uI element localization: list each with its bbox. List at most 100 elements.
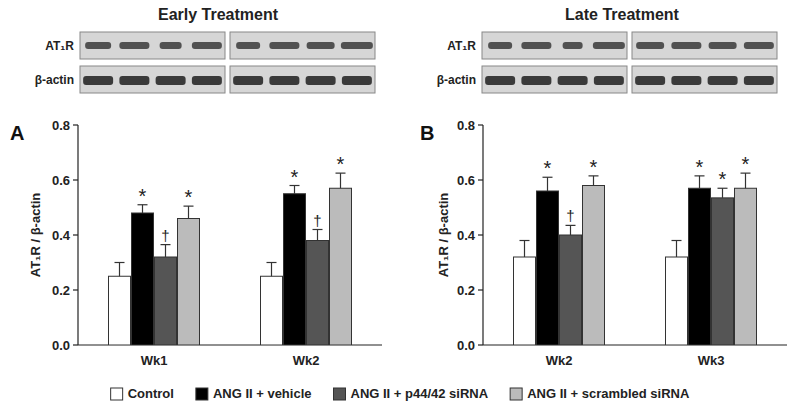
blot-label: β-actin — [35, 73, 74, 87]
blot-band — [85, 42, 111, 49]
bar — [712, 198, 734, 345]
plot-marks — [109, 173, 352, 345]
y-tick — [478, 344, 483, 345]
blot-band — [593, 42, 625, 49]
panel-letter: A — [10, 122, 24, 144]
y-tick-label: 0.2 — [457, 283, 475, 298]
y-tick — [73, 179, 78, 180]
bar — [583, 186, 605, 346]
blot-band — [307, 42, 335, 49]
y-tick-label: 0.6 — [52, 173, 70, 188]
bar — [155, 257, 177, 345]
blot-band — [709, 42, 737, 49]
blot-band — [488, 42, 512, 49]
blot-band — [671, 42, 701, 49]
blot-band — [671, 76, 701, 85]
blot-label: AT₁R — [447, 39, 476, 53]
bar — [261, 276, 283, 345]
bar — [109, 276, 131, 345]
blot-band — [635, 76, 665, 85]
blot-band — [744, 76, 774, 85]
error-line — [340, 173, 341, 188]
error-line — [271, 263, 272, 277]
y-tick-label: 0.0 — [457, 338, 475, 353]
blot-band — [192, 76, 222, 85]
error-line — [570, 225, 571, 235]
blot-band — [521, 76, 551, 85]
panel-letter: B — [420, 122, 434, 144]
blot-band — [83, 76, 113, 85]
error-line — [317, 230, 318, 241]
legend-label: ANG II + vehicle — [213, 386, 312, 401]
blot-label: AT₁R — [45, 39, 74, 53]
blot-band — [558, 76, 588, 85]
blot-band — [269, 42, 299, 49]
blot-title: Late Treatment — [565, 6, 679, 23]
error-line — [119, 263, 120, 277]
legend-swatch — [196, 388, 208, 400]
error-line — [165, 245, 166, 257]
significance-mark: * — [696, 156, 704, 178]
y-tick — [73, 124, 78, 125]
blot-band — [594, 76, 624, 85]
blot-panel — [80, 66, 225, 93]
y-tick-label: 0.0 — [52, 338, 70, 353]
error-cap — [115, 262, 125, 263]
significance-mark: † — [313, 212, 321, 229]
error-bar — [313, 230, 323, 241]
blot-band — [192, 42, 222, 49]
blot-band — [306, 76, 336, 85]
bar — [735, 188, 757, 345]
y-tick-label: 0.6 — [457, 173, 475, 188]
x-tick-label: Wk1 — [141, 353, 168, 368]
error-line — [745, 173, 746, 188]
blot-title: Early Treatment — [158, 6, 279, 23]
y-tick-label: 0.2 — [52, 283, 70, 298]
blot-band — [119, 42, 149, 49]
blot-band — [156, 76, 186, 85]
y-tick-label: 0.8 — [457, 118, 475, 133]
error-bar — [115, 263, 125, 277]
error-bar — [741, 173, 751, 188]
blot-panel — [482, 32, 627, 59]
blot-band — [521, 42, 551, 49]
blot-band — [563, 42, 583, 49]
blot-panel — [230, 32, 375, 59]
y-tick-label: 0.4 — [457, 228, 476, 243]
bar — [666, 257, 688, 345]
bar — [284, 194, 306, 345]
blot-band — [708, 76, 738, 85]
blot-band — [485, 76, 515, 85]
error-cap — [267, 262, 277, 263]
blot-label: β-actin — [437, 73, 476, 87]
error-bar — [267, 263, 277, 277]
significance-mark: * — [544, 157, 552, 179]
error-cap — [672, 240, 682, 241]
bar — [132, 213, 154, 345]
y-tick — [73, 344, 78, 345]
y-tick — [73, 289, 78, 290]
error-bar — [543, 177, 553, 191]
error-bar — [520, 241, 530, 258]
error-bar — [161, 245, 171, 257]
blot-band — [269, 76, 299, 85]
blot-band — [119, 76, 149, 85]
error-bar — [336, 173, 346, 188]
blot-panel — [80, 32, 225, 59]
y-tick — [73, 234, 78, 235]
x-tick-label: Wk3 — [698, 353, 725, 368]
blot-panel — [230, 66, 375, 93]
y-tick-label: 0.8 — [52, 118, 70, 133]
bar — [689, 188, 711, 345]
y-tick — [478, 234, 483, 235]
y-tick — [478, 179, 483, 180]
blot-band — [744, 42, 774, 49]
error-line — [547, 177, 548, 191]
significance-mark: * — [337, 153, 345, 175]
blot-band — [233, 76, 263, 85]
bar — [537, 191, 559, 345]
blot-band — [342, 76, 372, 85]
significance-mark: * — [139, 185, 147, 207]
blot-panel — [632, 66, 777, 93]
error-line — [676, 241, 677, 258]
